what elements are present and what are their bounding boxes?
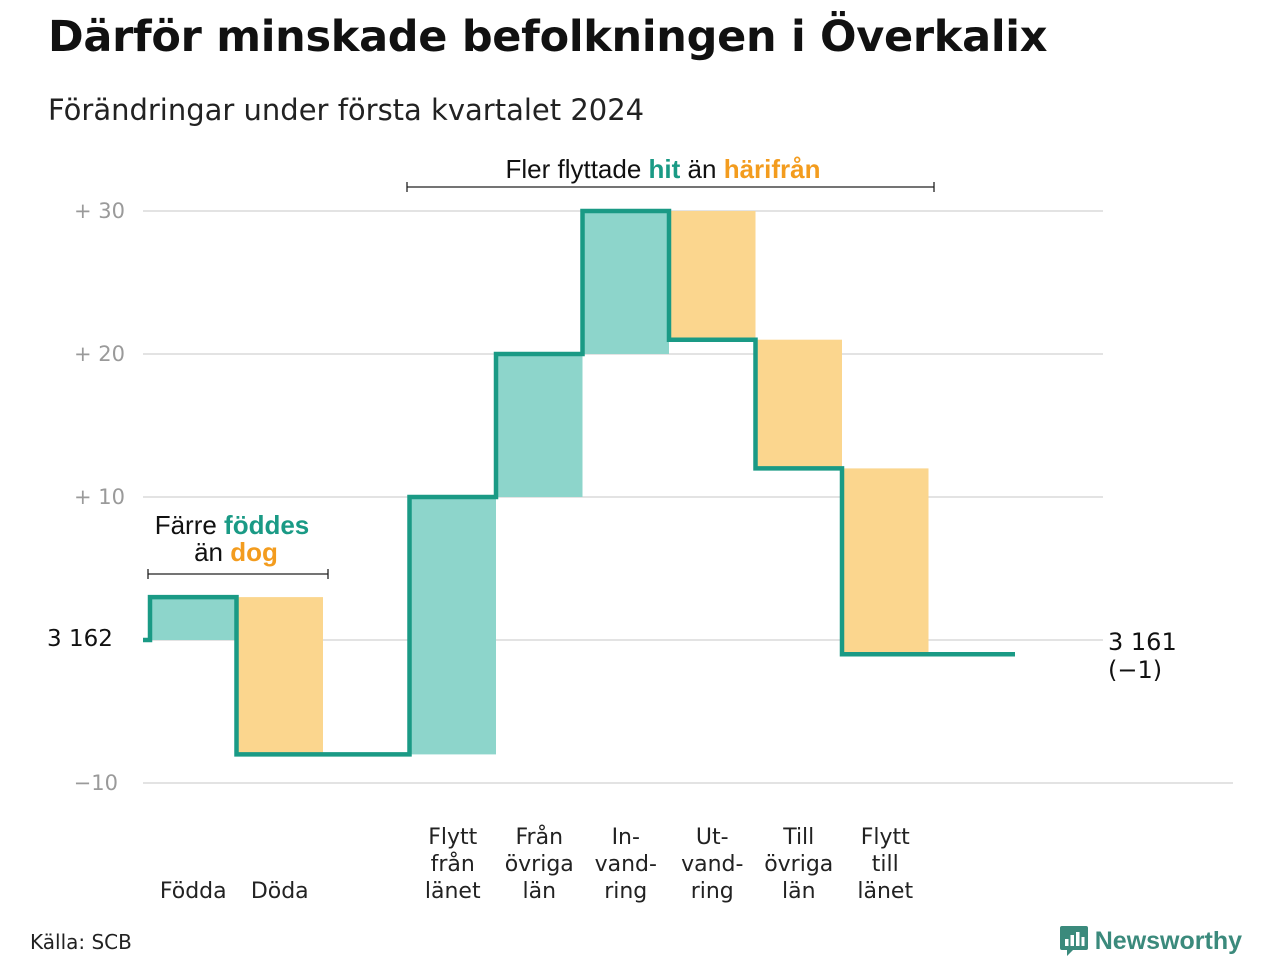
annotation-migration: Fler flyttade hit än härifrån — [406, 154, 935, 192]
svg-text:Fler flyttade hit än härifrån: Fler flyttade hit än härifrån — [505, 154, 820, 184]
svg-text:än dog: än dog — [194, 537, 278, 567]
annotation-left-bracket — [147, 569, 329, 579]
annotation-left-teal: föddes — [224, 510, 309, 540]
bar-increase — [150, 597, 237, 640]
category-label: länet — [857, 879, 913, 904]
category-label: övriga — [505, 852, 574, 877]
source-note: Källa: SCB — [30, 930, 132, 954]
annotation-top-plain1: Fler flyttade — [505, 154, 648, 184]
brand-logo: Newsworthy — [1059, 924, 1242, 958]
newsworthy-logo-icon — [1059, 926, 1088, 956]
chart-title: Därför minskade befolkningen i Överkalix — [48, 12, 1048, 62]
annotation-top-plain2: än — [680, 154, 723, 184]
category-label: Flytt — [428, 825, 477, 850]
running-total-line — [143, 208, 1015, 757]
category-label: Ut- — [696, 825, 729, 850]
brand-name: Newsworthy — [1094, 926, 1242, 955]
bar-decrease — [755, 339, 842, 469]
category-label: Födda — [160, 879, 227, 904]
bars — [150, 211, 929, 755]
category-label: länet — [425, 879, 481, 904]
bar-increase — [409, 497, 496, 755]
y-tick-label: + 10 — [74, 485, 125, 509]
start-value-label: 3 162 — [47, 626, 113, 652]
category-label: Från — [515, 824, 563, 850]
category-label: ring — [691, 879, 734, 904]
category-label: Döda — [251, 879, 309, 904]
end-value-label: 3 161 — [1108, 628, 1177, 656]
annotation-top-bracket — [406, 182, 935, 192]
svg-text:Färre föddes: Färre föddes — [155, 510, 310, 540]
y-tick-label: + 20 — [74, 342, 125, 366]
category-label: vand- — [595, 852, 657, 877]
category-label: län — [782, 879, 816, 904]
chart-subtitle: Förändringar under första kvartalet 2024 — [48, 93, 645, 127]
category-label: Till — [782, 825, 814, 850]
y-tick-label: + 30 — [74, 199, 125, 223]
category-label: län — [522, 879, 556, 904]
y-axis-ticks: + 30 + 20 + 10 −10 — [74, 199, 125, 795]
end-change-label: (−1) — [1108, 656, 1162, 684]
category-label: ring — [604, 879, 647, 904]
bar-decrease — [669, 211, 756, 340]
category-label: vand- — [681, 852, 743, 877]
category-label: från — [431, 851, 475, 877]
category-label: till — [872, 852, 899, 877]
annotation-left-plain2: än — [194, 537, 230, 567]
annotation-left-plain1: Färre — [155, 510, 224, 540]
x-axis-categories: Födda DödaFlyttfrånlänetFrånövrigalänIn-v… — [160, 824, 914, 904]
annotation-left-orange: dog — [230, 537, 278, 567]
category-label: In- — [612, 825, 640, 850]
bar-decrease — [236, 597, 323, 755]
annotation-births-deaths: Färre föddes än dog — [147, 510, 329, 579]
bar-increase — [582, 211, 669, 354]
bar-increase — [496, 354, 583, 497]
bar-decrease — [842, 468, 929, 655]
y-tick-label: −10 — [74, 771, 118, 795]
category-label: övriga — [764, 852, 833, 877]
annotation-top-orange: härifrån — [724, 154, 821, 184]
annotation-top-teal: hit — [649, 154, 681, 184]
category-label: Flytt — [861, 825, 910, 850]
